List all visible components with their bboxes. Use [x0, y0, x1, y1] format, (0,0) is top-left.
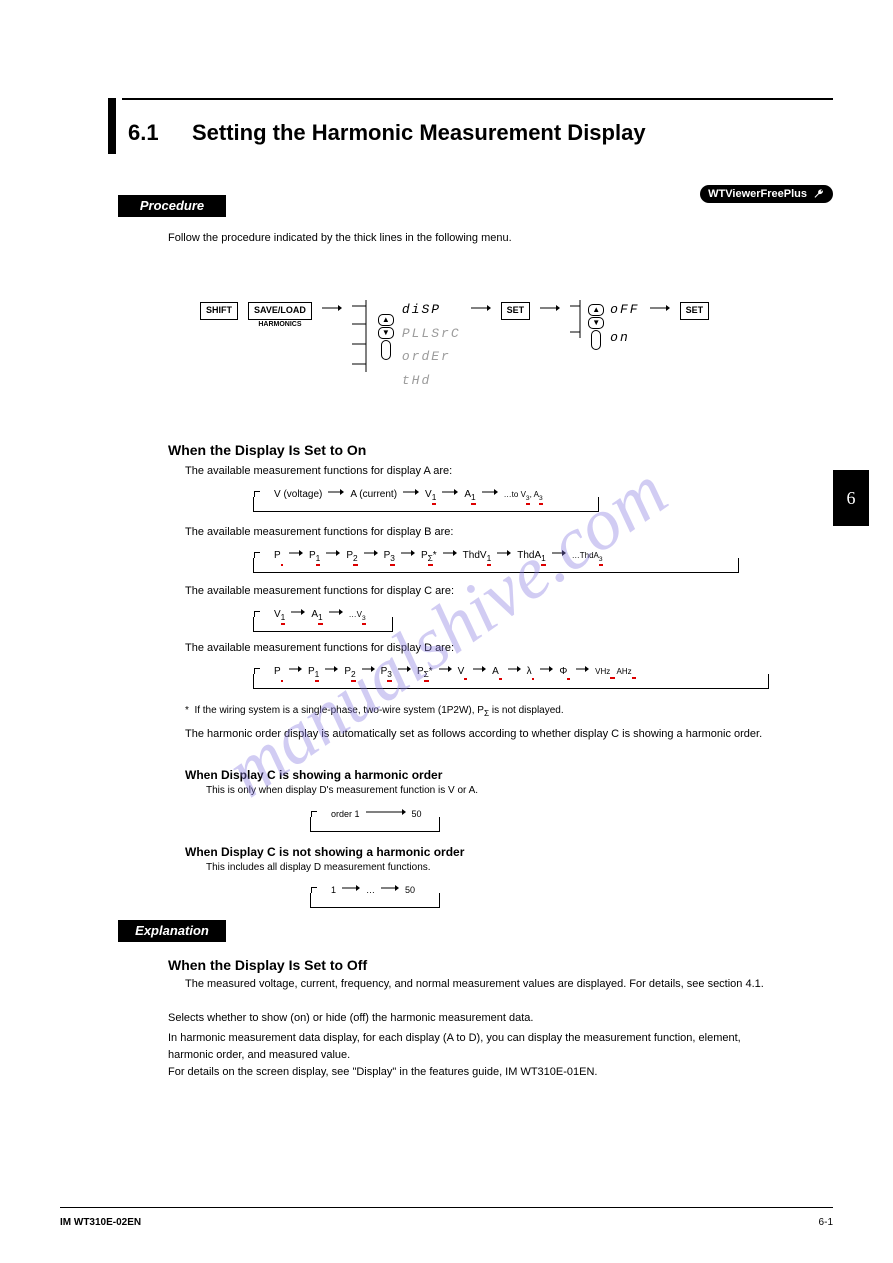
arrow-right-icon: [471, 300, 491, 320]
top-horizontal-rule: [122, 98, 833, 100]
menu-bracket: [352, 300, 370, 378]
arrow-right-icon: [442, 487, 458, 497]
loop-d-item: P: [274, 666, 283, 682]
set-key-2: SET: [680, 302, 710, 320]
explanation-heading: Explanation: [118, 920, 226, 942]
cycle-icon: [381, 340, 391, 360]
valid-a-text: The available measurement functions for …: [185, 463, 452, 480]
procedure-heading: Procedure: [118, 195, 226, 217]
cycle-icon: [591, 330, 601, 350]
loop-d-item: P3: [381, 666, 392, 682]
footer-rule: [60, 1207, 833, 1208]
menu-item-disp: diSP: [402, 300, 461, 320]
note-star: * If the wiring system is a single-phase…: [185, 703, 564, 719]
loop-c-item: V1: [274, 609, 285, 625]
option-on: on: [610, 328, 639, 348]
loop-a: V (voltage) A (current) V1 A1 …to V3, A3: [253, 497, 599, 512]
loop-b: P P1 P2 P3 PΣ* ThdV1 ThdA1 …ThdA3: [253, 558, 739, 573]
saveload-key: SAVE/LOAD: [248, 302, 312, 320]
chapter-tab: 6: [833, 470, 869, 526]
keypress-diagram: SHIFT SAVE/LOAD HARMONICS ▲ ▼ diSP PLLSr…: [200, 300, 709, 390]
wtviewer-badge: WTViewerFreePlus: [700, 185, 833, 203]
section-marker-tab: [108, 98, 116, 154]
display-on-heading: When the Display Is Set to On: [168, 440, 366, 461]
section-number: 6.1: [128, 120, 159, 146]
loop-b-item: P3: [384, 550, 395, 566]
up-down-nav: ▲ ▼: [378, 314, 394, 360]
loop-b-item: ThdA1: [517, 550, 546, 566]
arrow-right-icon: [540, 300, 560, 320]
seq-cd-all: This includes all display D measurement …: [206, 860, 431, 875]
valid-b-text: The available measurement functions for …: [185, 524, 453, 541]
loop-d-item: V: [458, 666, 467, 680]
menu-item-thd: tHd: [402, 371, 461, 391]
loop-c: V1 A1 …V3: [253, 617, 393, 632]
option-bracket: [570, 300, 582, 344]
shift-key: SHIFT: [200, 302, 238, 320]
order-note-2: When Display C is showing a harmonic ord…: [185, 766, 442, 784]
loop-b-item: ThdV1: [463, 550, 492, 566]
order-note-1: The harmonic order display is automatica…: [185, 726, 775, 743]
loop-d-item: A: [492, 666, 501, 680]
harmonics-label: HARMONICS: [248, 320, 312, 331]
explanation-para-3: For details on the screen display, see "…: [168, 1064, 788, 1081]
wrench-icon: [813, 188, 825, 200]
loop-a-item: A1: [464, 489, 475, 505]
arrow-right-icon: [482, 487, 498, 497]
down-button: ▼: [378, 327, 394, 339]
up-button: ▲: [588, 304, 604, 316]
arrow-right-icon: [328, 487, 344, 497]
up-down-nav: ▲ ▼: [588, 304, 604, 350]
section-title: Setting the Harmonic Measurement Display: [192, 120, 646, 146]
page: { "section": { "number": "6.1", "title":…: [0, 0, 893, 1263]
loop-cd-1: order 1 50: [310, 817, 440, 832]
loop-a-item: V (voltage): [274, 489, 322, 500]
intro-text: Follow the procedure indicated by the th…: [168, 230, 768, 247]
loop-d-item: Φ: [559, 666, 570, 680]
option-off: oFF: [610, 300, 639, 320]
loop-d-item: P1: [308, 666, 319, 682]
loop-d-item: λ: [527, 666, 535, 680]
down-button: ▼: [588, 317, 604, 329]
off-text: The measured voltage, current, frequency…: [185, 976, 785, 993]
loop-d: P P1 P2 P3 PΣ* V A λ Φ VHz AHz: [253, 674, 769, 689]
footer-manual-id: IM WT310E-02EN: [60, 1217, 141, 1228]
loop-b-item: P2: [346, 550, 357, 566]
footer-page-number: 6-1: [819, 1217, 833, 1228]
display-off-heading: When the Display Is Set to Off: [168, 955, 367, 976]
valid-d-text: The available measurement functions for …: [185, 640, 454, 657]
arrow-right-icon: [650, 300, 670, 320]
loop-b-item: P: [274, 550, 283, 566]
loop-a-cont: …to V3, A3: [504, 490, 543, 505]
order-note-3: When Display C is not showing a harmonic…: [185, 843, 464, 861]
badge-label: WTViewerFreePlus: [708, 188, 807, 200]
loop-c-item: A1: [311, 609, 322, 625]
set-key-1: SET: [501, 302, 531, 320]
arrow-right-icon: [322, 300, 342, 320]
loop-cd-2: 1 … 50: [310, 893, 440, 908]
explanation-para-1: Selects whether to show (on) or hide (of…: [168, 1010, 788, 1027]
loop-a-item: V1: [425, 489, 436, 505]
arrow-right-icon: [403, 487, 419, 497]
up-button: ▲: [378, 314, 394, 326]
loop-b-item: PΣ*: [421, 550, 437, 566]
explanation-para-2: In harmonic measurement data display, fo…: [168, 1030, 788, 1063]
loop-b-item: P1: [309, 550, 320, 566]
menu-item-order: ordEr: [402, 347, 461, 367]
seq-cd-vs-or: This is only when display D's measuremen…: [206, 783, 478, 798]
menu-item-pllsrc: PLLSrC: [402, 324, 461, 344]
loop-d-item: P2: [344, 666, 355, 682]
loop-d-item: PΣ*: [417, 666, 433, 682]
loop-a-item: A (current): [350, 489, 397, 500]
valid-c-text: The available measurement functions for …: [185, 583, 454, 600]
